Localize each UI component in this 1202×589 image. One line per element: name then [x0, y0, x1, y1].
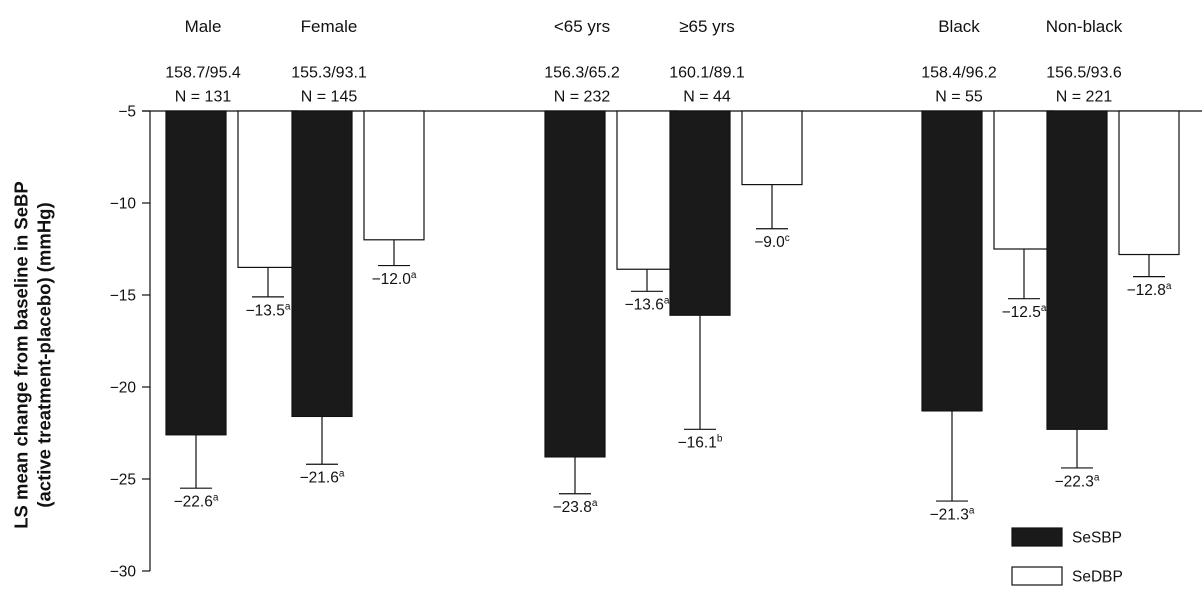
baseline-bp-label: 156.3/65.2: [544, 65, 620, 82]
bar-sesbp: [1046, 110, 1108, 430]
bar-sedbp: [616, 110, 678, 270]
y-tick-label: −15: [110, 287, 136, 304]
significance-superscript: a: [285, 301, 291, 312]
significance-superscript: b: [717, 434, 723, 445]
baseline-bp-label: 155.3/93.1: [291, 65, 367, 82]
value-label-sesbp: −21.3a: [930, 506, 975, 524]
y-axis-label-line1: LS mean change from baseline in SeBP: [10, 181, 31, 529]
baseline-bp-label: 158.4/96.2: [921, 65, 997, 82]
bars: −22.6a −13.5a −21.6a −12.0a −23.8a −13.6a −16.…: [165, 110, 1180, 524]
significance-superscript: a: [969, 506, 975, 517]
significance-superscript: a: [339, 469, 345, 480]
bar-sedbp: [993, 110, 1055, 250]
bar-sedbp: [741, 110, 803, 186]
value-label-sesbp: −22.3a: [1055, 472, 1100, 490]
group-headers: Male 158.7/95.4 N = 131 Female 155.3/93.1 N =…: [165, 17, 1123, 106]
bar-sedbp: [1118, 110, 1180, 256]
n-label: N = 44: [683, 89, 731, 106]
baseline-bp-label: 160.1/89.1: [669, 65, 745, 82]
legend-label-sesbp: SeSBP: [1072, 529, 1122, 546]
category-label: <65 yrs: [554, 17, 610, 36]
significance-superscript: a: [1166, 281, 1172, 292]
value-label-sesbp: −21.6a: [300, 469, 345, 487]
value-label-sesbp: −23.8a: [553, 498, 598, 516]
n-label: N = 232: [554, 89, 611, 106]
category-label: Non-black: [1046, 17, 1123, 36]
n-label: N = 221: [1056, 89, 1113, 106]
value-label-sesbp: −16.1b: [678, 434, 723, 452]
category-label: ≥65 yrs: [679, 17, 735, 36]
significance-superscript: a: [1094, 472, 1100, 483]
bar-sesbp: [544, 110, 606, 458]
legend-swatch-sedbp: [1011, 566, 1063, 586]
y-tick-label: −25: [110, 471, 136, 488]
baseline-bp-label: 158.7/95.4: [165, 65, 241, 82]
y-axis-label-line2: (active treatment-placebo) (mmHg): [33, 202, 54, 507]
significance-superscript: a: [411, 270, 417, 281]
bar-sedbp: [363, 110, 425, 241]
legend-label-sedbp: SeDBP: [1072, 568, 1123, 585]
n-label: N = 145: [301, 89, 358, 106]
significance-superscript: a: [213, 493, 219, 504]
value-label-sedbp: −13.5a: [246, 301, 291, 319]
bar-sesbp: [921, 110, 983, 412]
y-tick-label: −30: [110, 563, 137, 580]
category-label: Female: [301, 17, 358, 36]
n-label: N = 131: [175, 89, 232, 106]
y-tick-label: −10: [110, 195, 137, 212]
legend-swatch-sesbp: [1011, 527, 1063, 547]
bar-sedbp: [237, 110, 299, 268]
y-axis-label: LS mean change from baseline in SeBP (ac…: [10, 181, 54, 529]
significance-superscript: a: [664, 296, 670, 307]
bar-sesbp: [291, 110, 353, 418]
baseline-bp-label: 156.5/93.6: [1046, 65, 1122, 82]
significance-superscript: a: [1041, 303, 1047, 314]
value-label-sedbp: −12.0a: [372, 270, 417, 288]
y-axis-ticks: −5 −10 −15 −20 −25 −30: [110, 103, 150, 580]
category-label: Black: [938, 17, 980, 36]
value-label-sedbp: −12.5a: [1002, 303, 1047, 321]
significance-superscript: c: [785, 233, 790, 244]
value-label-sedbp: −12.8a: [1127, 281, 1172, 299]
y-tick-label: −20: [110, 379, 137, 396]
bar-sesbp: [669, 110, 731, 316]
significance-superscript: a: [592, 498, 598, 509]
category-label: Male: [185, 17, 222, 36]
legend: SeSBP SeDBP: [1011, 527, 1123, 586]
n-label: N = 55: [935, 89, 983, 106]
bar-sesbp: [165, 110, 227, 436]
value-label-sedbp: −13.6a: [625, 296, 670, 314]
value-label-sesbp: −22.6a: [174, 493, 219, 511]
y-tick-label: −5: [118, 103, 136, 120]
value-label-sedbp: −9.0c: [754, 233, 790, 251]
